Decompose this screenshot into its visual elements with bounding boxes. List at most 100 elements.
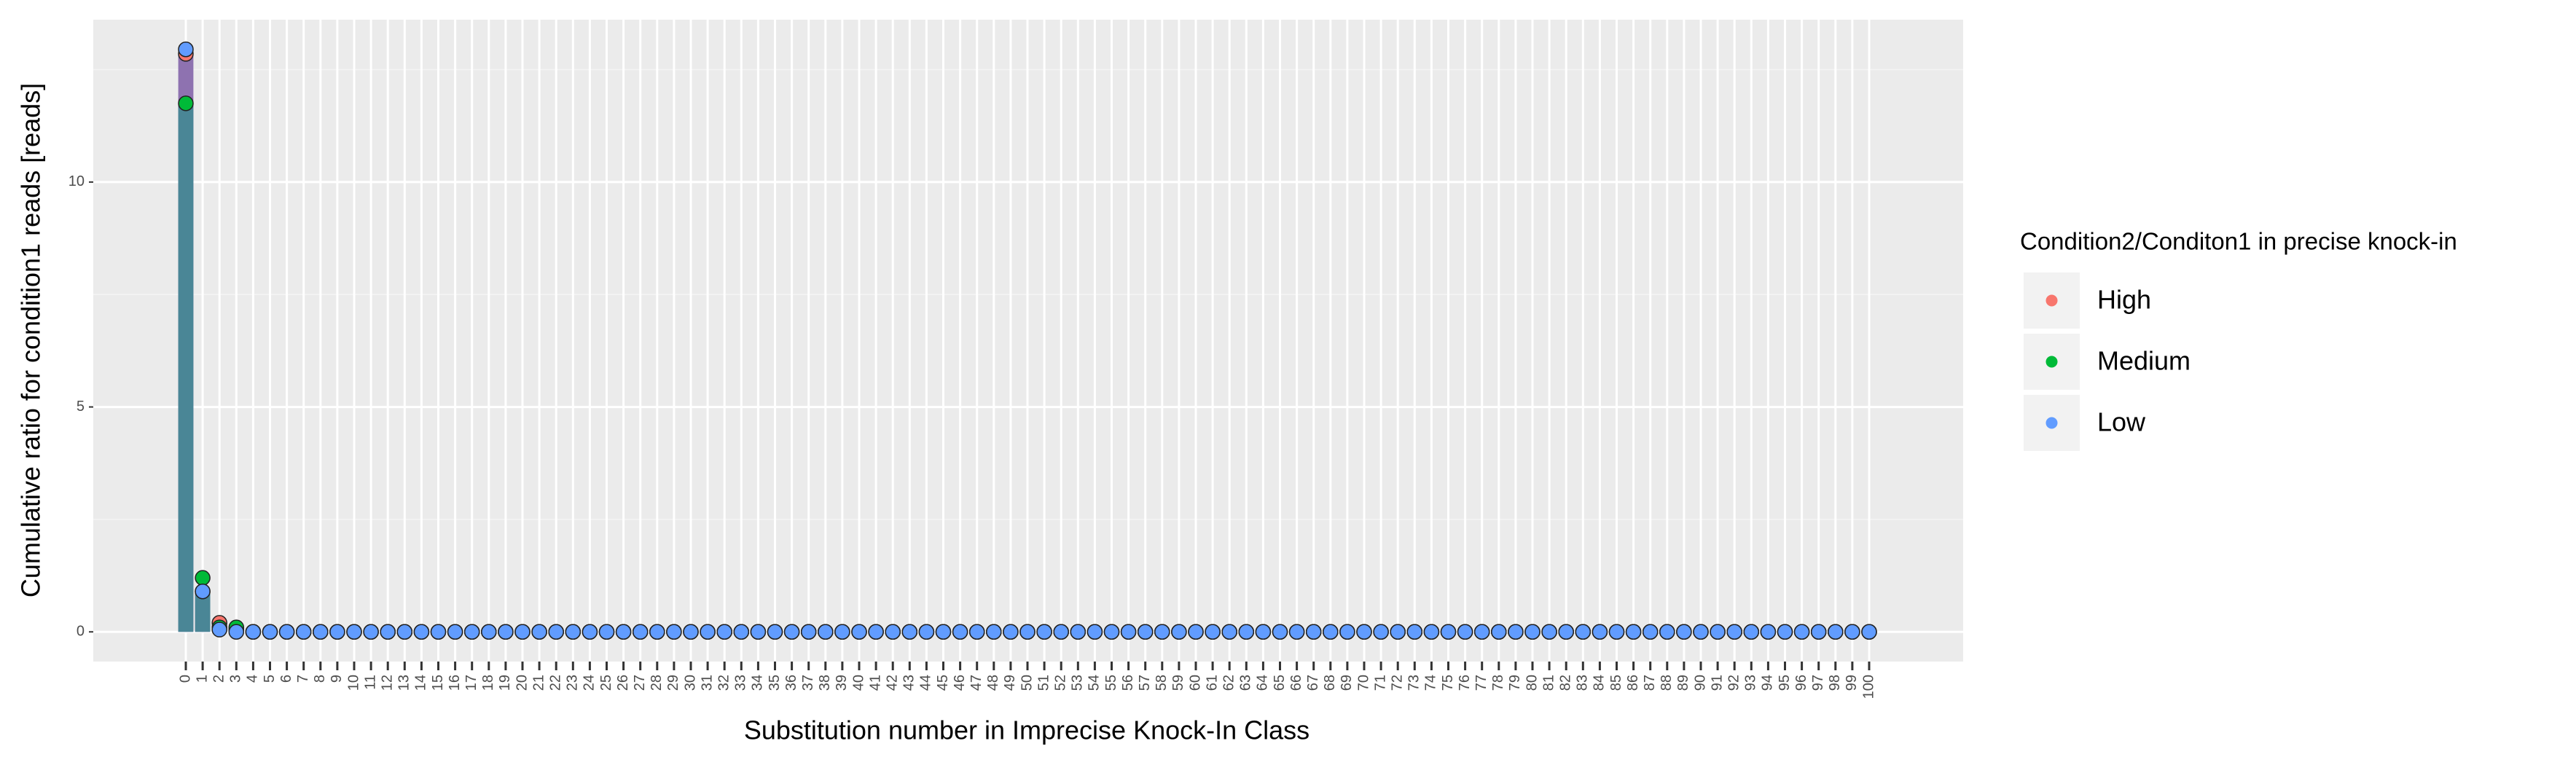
x-tick-label: 63 — [1238, 675, 1254, 691]
point — [1288, 624, 1305, 640]
x-tick-label: 70 — [1355, 675, 1371, 691]
point — [1423, 624, 1440, 640]
point — [868, 624, 884, 640]
point — [683, 624, 699, 640]
x-tick-label: 99 — [1844, 675, 1860, 691]
point — [1305, 624, 1322, 640]
x-tick-label: 86 — [1625, 675, 1641, 691]
point — [1491, 624, 1507, 640]
x-tick-label: 38 — [817, 675, 833, 691]
point — [1592, 624, 1608, 640]
x-tick-label: 79 — [1507, 675, 1523, 691]
point — [178, 95, 194, 111]
legend-title: Condition2/Conditon1 in precise knock-in — [2020, 228, 2457, 255]
x-tick-label: 48 — [985, 675, 1001, 691]
x-tick-label: 47 — [968, 675, 984, 691]
point — [901, 624, 918, 640]
x-tick-label: 5 — [262, 675, 278, 683]
point — [1642, 624, 1659, 640]
point — [1473, 624, 1490, 640]
point — [313, 624, 329, 640]
point — [245, 624, 262, 640]
point — [1710, 624, 1726, 640]
x-tick-label: 71 — [1372, 675, 1388, 691]
x-tick-label: 37 — [800, 675, 816, 691]
x-tick-label: 31 — [699, 675, 715, 691]
x-tick-label: 4 — [245, 675, 261, 683]
x-tick-label: 88 — [1659, 675, 1675, 691]
x-tick-label: 67 — [1305, 675, 1321, 691]
point — [278, 624, 295, 640]
point — [1373, 624, 1389, 640]
y-tick-label: 5 — [77, 399, 85, 415]
point — [700, 624, 716, 640]
point — [565, 624, 582, 640]
x-tick-label: 83 — [1575, 675, 1591, 691]
point — [1440, 624, 1457, 640]
point — [885, 624, 901, 640]
x-tick-label: 55 — [1103, 675, 1119, 691]
x-tick-label: 92 — [1726, 675, 1742, 691]
x-tick-label: 50 — [1019, 675, 1035, 691]
x-tick-label: 44 — [918, 675, 934, 691]
x-tick-label: 11 — [362, 675, 378, 690]
x-tick-label: 32 — [716, 675, 732, 691]
point — [1693, 624, 1709, 640]
x-tick-label: 3 — [228, 675, 244, 683]
x-tick-label: 24 — [582, 675, 598, 691]
legend-label: Medium — [2097, 346, 2191, 376]
point — [1120, 624, 1137, 640]
x-tick-label: 41 — [867, 675, 883, 691]
legend-label: Low — [2097, 407, 2146, 437]
x-tick-label: 65 — [1272, 675, 1288, 691]
point — [1406, 624, 1423, 640]
bar — [178, 103, 194, 632]
x-tick-label: 42 — [884, 675, 900, 691]
x-tick-label: 21 — [531, 675, 547, 691]
point — [968, 624, 985, 640]
x-tick-label: 96 — [1793, 675, 1809, 691]
point — [1255, 624, 1272, 640]
point — [1861, 624, 1877, 640]
point — [363, 624, 379, 640]
point — [1339, 624, 1355, 640]
x-tick-label: 93 — [1743, 675, 1759, 691]
legend-marker — [2045, 417, 2058, 429]
point — [1323, 624, 1339, 640]
point — [818, 624, 834, 640]
x-tick-label: 53 — [1070, 675, 1086, 691]
x-tick-label: 60 — [1187, 675, 1203, 691]
x-tick-label: 85 — [1608, 675, 1624, 691]
point — [481, 624, 497, 640]
point — [1188, 624, 1204, 640]
point — [1726, 624, 1742, 640]
point — [1676, 624, 1692, 640]
x-tick-label: 16 — [447, 675, 463, 691]
x-tick-label: 18 — [480, 675, 496, 691]
point — [211, 621, 227, 638]
point — [1625, 624, 1642, 640]
point — [1070, 624, 1087, 640]
point — [1828, 624, 1844, 640]
legend-marker — [2045, 356, 2058, 368]
x-tick-label: 8 — [312, 675, 328, 683]
point — [649, 624, 665, 640]
x-tick-label: 23 — [565, 675, 581, 691]
x-tick-label: 26 — [615, 675, 631, 691]
point — [716, 624, 732, 640]
x-tick-label: 97 — [1810, 675, 1826, 691]
point — [1272, 624, 1288, 640]
point — [430, 624, 447, 640]
x-tick-label: 95 — [1777, 675, 1793, 691]
x-tick-label: 22 — [547, 675, 563, 691]
point — [1541, 624, 1557, 640]
x-tick-label: 72 — [1389, 675, 1405, 691]
x-tick-label: 46 — [952, 675, 968, 691]
point — [834, 624, 850, 640]
point — [514, 624, 531, 640]
point — [1238, 624, 1255, 640]
x-tick-label: 45 — [935, 675, 951, 691]
point — [952, 624, 968, 640]
point — [1171, 624, 1187, 640]
